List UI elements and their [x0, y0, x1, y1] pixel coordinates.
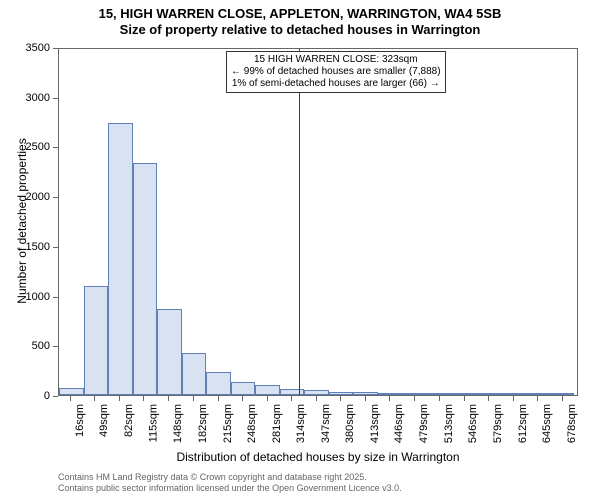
histogram-bar: [255, 385, 280, 395]
x-tick-label: 546sqm: [468, 404, 480, 443]
footer-line2: Contains public sector information licen…: [58, 483, 402, 494]
x-tick-label: 16sqm: [74, 404, 86, 437]
y-tick-mark: [53, 297, 58, 298]
histogram-bar: [59, 388, 84, 395]
marker-line: [299, 49, 300, 395]
x-tick-label: 513sqm: [443, 404, 455, 443]
x-tick-mark: [316, 396, 317, 401]
x-tick-label: 645sqm: [541, 404, 553, 443]
plot-area: [58, 48, 578, 396]
y-tick-label: 0: [0, 390, 50, 402]
annotation-line1: 15 HIGH WARREN CLOSE: 323sqm: [231, 54, 441, 66]
x-tick-mark: [70, 396, 71, 401]
x-tick-mark: [94, 396, 95, 401]
x-tick-mark: [267, 396, 268, 401]
chart-title-line1: 15, HIGH WARREN CLOSE, APPLETON, WARRING…: [0, 0, 600, 22]
histogram-bar: [231, 382, 256, 395]
x-tick-mark: [143, 396, 144, 401]
x-tick-label: 248sqm: [246, 404, 258, 443]
x-tick-label: 82sqm: [123, 404, 135, 437]
x-tick-mark: [291, 396, 292, 401]
histogram-bar: [108, 123, 133, 395]
annotation-line2: ← 99% of detached houses are smaller (7,…: [231, 66, 441, 78]
histogram-bar: [476, 393, 501, 395]
histogram-bar: [133, 163, 158, 395]
annotation-box: 15 HIGH WARREN CLOSE: 323sqm ← 99% of de…: [226, 51, 446, 93]
chart-container: 15, HIGH WARREN CLOSE, APPLETON, WARRING…: [0, 0, 600, 500]
x-tick-mark: [537, 396, 538, 401]
histogram-bar: [329, 392, 354, 395]
histogram-bar: [378, 393, 403, 395]
x-tick-mark: [193, 396, 194, 401]
histogram-bar: [280, 389, 305, 395]
histogram-bar: [304, 390, 329, 395]
x-tick-label: 579sqm: [492, 404, 504, 443]
y-tick-mark: [53, 346, 58, 347]
x-tick-label: 49sqm: [98, 404, 110, 437]
y-tick-mark: [53, 147, 58, 148]
footer-line1: Contains HM Land Registry data © Crown c…: [58, 472, 402, 483]
x-tick-mark: [389, 396, 390, 401]
chart-title-line2: Size of property relative to detached ho…: [0, 22, 600, 38]
y-tick-label: 2500: [0, 141, 50, 153]
y-tick-label: 3000: [0, 92, 50, 104]
x-tick-label: 413sqm: [369, 404, 381, 443]
x-tick-label: 479sqm: [418, 404, 430, 443]
annotation-line3: 1% of semi-detached houses are larger (6…: [231, 78, 441, 90]
histogram-bar: [525, 393, 550, 395]
x-tick-label: 347sqm: [320, 404, 332, 443]
y-tick-label: 3500: [0, 42, 50, 54]
footer-text: Contains HM Land Registry data © Crown c…: [58, 472, 402, 494]
x-tick-label: 182sqm: [197, 404, 209, 443]
x-tick-label: 612sqm: [517, 404, 529, 443]
histogram-bar: [549, 393, 574, 395]
y-tick-mark: [53, 396, 58, 397]
histogram-bar: [427, 393, 452, 395]
x-tick-label: 380sqm: [344, 404, 356, 443]
histogram-bar: [500, 393, 525, 395]
histogram-bar: [353, 392, 378, 395]
x-tick-label: 446sqm: [393, 404, 405, 443]
x-tick-mark: [439, 396, 440, 401]
x-tick-mark: [119, 396, 120, 401]
y-tick-mark: [53, 48, 58, 49]
x-tick-label: 678sqm: [566, 404, 578, 443]
x-tick-mark: [562, 396, 563, 401]
x-axis-label: Distribution of detached houses by size …: [58, 450, 578, 464]
x-tick-label: 148sqm: [172, 404, 184, 443]
histogram-bar: [206, 372, 231, 395]
histogram-bar: [451, 393, 476, 395]
histogram-bar: [157, 309, 182, 396]
x-tick-mark: [168, 396, 169, 401]
x-tick-label: 281sqm: [271, 404, 283, 443]
y-tick-label: 1000: [0, 291, 50, 303]
y-tick-mark: [53, 197, 58, 198]
x-tick-mark: [242, 396, 243, 401]
y-tick-label: 2000: [0, 191, 50, 203]
y-tick-mark: [53, 98, 58, 99]
y-tick-mark: [53, 247, 58, 248]
y-tick-label: 500: [0, 340, 50, 352]
histogram-bar: [182, 353, 207, 395]
histogram-bar: [402, 393, 427, 395]
x-tick-mark: [340, 396, 341, 401]
x-tick-mark: [365, 396, 366, 401]
x-tick-mark: [218, 396, 219, 401]
histogram-bar: [84, 286, 109, 395]
y-tick-label: 1500: [0, 241, 50, 253]
x-tick-label: 215sqm: [222, 404, 234, 443]
x-tick-mark: [464, 396, 465, 401]
x-tick-mark: [414, 396, 415, 401]
x-tick-label: 314sqm: [295, 404, 307, 443]
x-tick-label: 115sqm: [147, 404, 159, 442]
x-tick-mark: [513, 396, 514, 401]
x-tick-mark: [488, 396, 489, 401]
